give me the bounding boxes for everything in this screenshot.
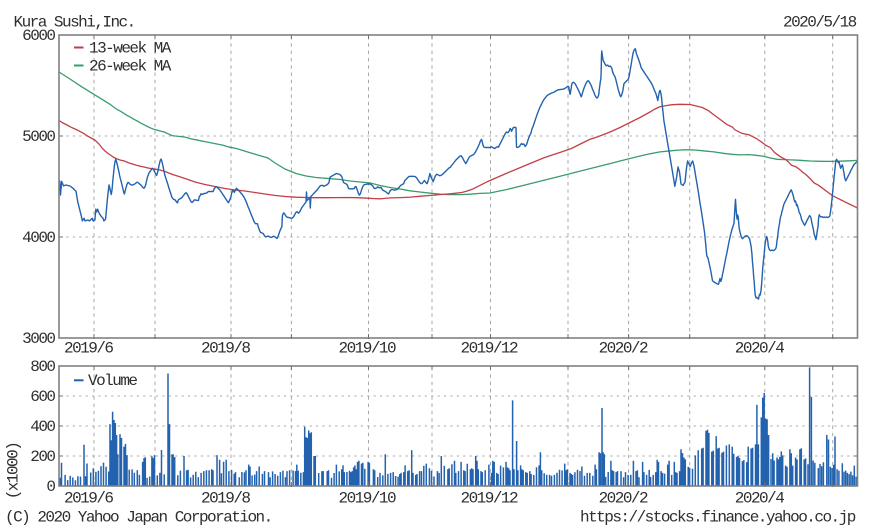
svg-text:200: 200 (30, 448, 55, 466)
svg-text:2019/10: 2019/10 (339, 340, 396, 358)
svg-text:2019/8: 2019/8 (201, 490, 250, 508)
svg-text:(C) 2020 Yahoo Japan Corporati: (C) 2020 Yahoo Japan Corporation. (5, 509, 272, 527)
svg-text:13-week MA: 13-week MA (89, 39, 172, 57)
svg-text:https://stocks.finance.yahoo.c: https://stocks.finance.yahoo.co.jp (580, 509, 856, 527)
svg-text:26-week MA: 26-week MA (89, 57, 172, 75)
svg-text:600: 600 (30, 388, 55, 406)
svg-text:Kura Sushi,Inc.: Kura Sushi,Inc. (14, 14, 135, 32)
svg-text:2020/5/18: 2020/5/18 (783, 14, 857, 32)
svg-text:2020/2: 2020/2 (599, 490, 648, 508)
svg-text:800: 800 (30, 358, 55, 376)
svg-text:2019/10: 2019/10 (339, 490, 396, 508)
svg-text:2019/12: 2019/12 (461, 340, 518, 358)
svg-text:2019/6: 2019/6 (64, 490, 113, 508)
svg-text:0: 0 (46, 478, 55, 496)
svg-text:2019/8: 2019/8 (201, 340, 250, 358)
svg-text:4000: 4000 (22, 229, 55, 247)
svg-text:5000: 5000 (22, 128, 55, 146)
svg-text:Volume: Volume (88, 372, 137, 390)
svg-text:(x1000): (x1000) (4, 443, 22, 500)
svg-text:2020/2: 2020/2 (599, 340, 648, 358)
svg-text:6000: 6000 (22, 27, 55, 45)
svg-text:2019/12: 2019/12 (461, 490, 518, 508)
svg-text:2019/6: 2019/6 (64, 340, 113, 358)
svg-text:2020/4: 2020/4 (735, 340, 784, 358)
svg-text:400: 400 (30, 418, 55, 436)
svg-text:2020/4: 2020/4 (735, 490, 784, 508)
svg-text:3000: 3000 (22, 330, 55, 348)
